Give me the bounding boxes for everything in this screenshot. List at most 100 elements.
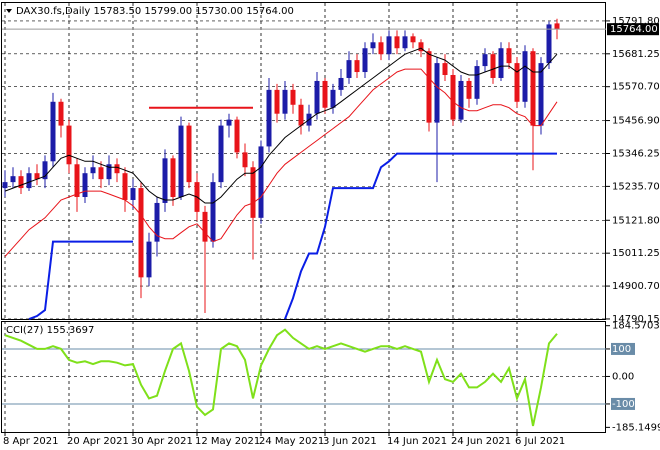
candle-body: [338, 77, 344, 90]
last-price-label: 15764.00: [610, 24, 658, 35]
candle-body: [498, 48, 504, 78]
candle-body: [2, 182, 8, 189]
candle-body: [538, 63, 544, 126]
candle-body: [106, 164, 112, 180]
candle-body: [314, 80, 320, 114]
candle-body: [506, 48, 512, 64]
candle-body: [58, 101, 64, 126]
overlay-line: [4, 68, 558, 257]
candle-body: [530, 51, 536, 126]
chart-title: DAX30.fs,Daily 15783.50 15799.00 15730.0…: [16, 6, 294, 17]
candle-body: [226, 119, 232, 126]
candle-body: [178, 125, 184, 198]
candle-body: [514, 63, 520, 102]
candle-body: [482, 54, 488, 67]
candle-body: [170, 158, 176, 198]
candle-body: [218, 125, 224, 183]
y-tick-label: 15346.25: [612, 148, 660, 159]
candle-body: [42, 161, 48, 180]
candle-body: [330, 89, 336, 108]
candle-body: [90, 167, 96, 174]
y-tick-label: 15235.70: [612, 181, 660, 192]
x-tick-label: 20 Apr 2021: [67, 436, 129, 447]
y-tick-label: 14790.15: [612, 314, 660, 325]
cci-line: [4, 328, 558, 427]
candle-body: [74, 164, 80, 198]
candle-body: [186, 125, 192, 183]
main-panel-frame: [1, 2, 606, 320]
candle-body: [234, 119, 240, 153]
x-tick-label: 30 Apr 2021: [131, 436, 193, 447]
candle-body: [418, 42, 424, 52]
y-tick-label: 15791.80: [612, 16, 660, 27]
x-tick-label: 12 May 2021: [195, 436, 260, 447]
candle-body: [122, 173, 128, 200]
candle-body: [370, 42, 376, 49]
level-label-box: [611, 342, 635, 355]
candle-body: [162, 158, 168, 203]
candle-body: [426, 51, 432, 123]
last-price-box: [607, 23, 659, 36]
candle-body: [146, 241, 152, 278]
candle-body: [394, 36, 400, 49]
cci-panel-frame: [1, 321, 606, 433]
cci-title: CCI(27) 155.3697: [6, 325, 94, 336]
x-tick-label: 14 Jun 2021: [387, 436, 447, 447]
y-tick-label: -185.1499: [612, 422, 660, 433]
overlay-line: [4, 47, 558, 204]
candle-body: [354, 60, 360, 73]
y-tick-label: -100: [612, 399, 635, 410]
candle-body: [138, 188, 144, 278]
y-tick-label: 15456.90: [612, 116, 660, 127]
candle-body: [26, 173, 32, 189]
candle-body: [34, 173, 40, 180]
candle-body: [410, 36, 416, 43]
candle-body: [442, 63, 448, 76]
candle-body: [450, 75, 456, 120]
y-tick-label: 100: [612, 344, 631, 355]
candle-body: [434, 63, 440, 123]
x-tick-label: 8 Apr 2021: [3, 436, 58, 447]
candle-body: [298, 104, 304, 126]
candle-body: [202, 211, 208, 242]
overlay-line: [28, 152, 557, 320]
y-tick-label: 15011.25: [612, 248, 660, 259]
candle-body: [466, 80, 472, 99]
x-tick-label: 3 Jun 2021: [323, 436, 377, 447]
candle-body: [266, 89, 272, 147]
y-tick-label: 15121.80: [612, 215, 660, 226]
candle-body: [554, 23, 560, 30]
candle-body: [82, 173, 88, 198]
candle-body: [282, 89, 288, 114]
candle-body: [10, 176, 16, 183]
candle-body: [258, 146, 264, 218]
candle-body: [546, 24, 552, 64]
candle-body: [290, 89, 296, 105]
y-tick-label: 0.00: [612, 371, 634, 382]
candle-body: [378, 42, 384, 55]
candle-body: [130, 188, 136, 200]
x-tick-label: 6 Jul 2021: [515, 436, 565, 447]
candle-body: [18, 176, 24, 189]
y-tick-label: 184.5703: [612, 321, 660, 332]
candle-body: [474, 66, 480, 99]
candle-body: [402, 36, 408, 49]
candle-body: [458, 80, 464, 120]
candle-body: [362, 48, 368, 73]
candle-body: [522, 51, 528, 102]
candle-body: [242, 152, 248, 168]
x-tick-label: 24 May 2021: [259, 436, 324, 447]
x-tick-label: 24 Jun 2021: [451, 436, 511, 447]
candle-body: [274, 89, 280, 114]
level-label-box: [611, 397, 635, 410]
candle-body: [66, 125, 72, 165]
candle-body: [50, 101, 56, 162]
candle-body: [114, 164, 120, 174]
candle-body: [322, 80, 328, 108]
y-tick-label: 14900.70: [612, 281, 660, 292]
candle-body: [490, 54, 496, 78]
candle-body: [210, 182, 216, 242]
collapse-icon: [6, 9, 12, 13]
